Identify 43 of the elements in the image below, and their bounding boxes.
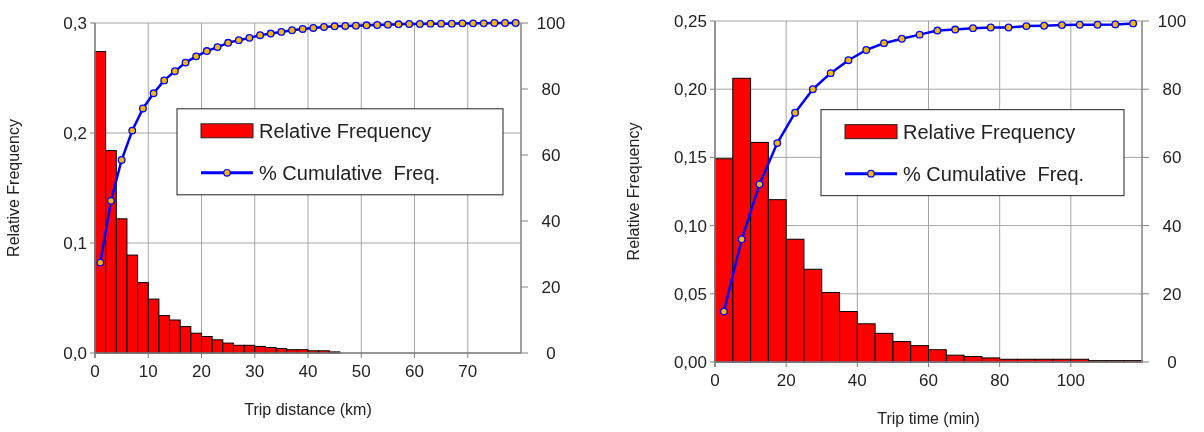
y2-tick-label: 100 [536, 13, 566, 33]
x-tick-label: 20 [192, 362, 211, 381]
x-tick-label: 80 [990, 371, 1010, 390]
y-tick-label: 0,20 [673, 80, 707, 100]
x-tick-label: 20 [776, 371, 796, 390]
y2-tick-label: 80 [1162, 80, 1182, 100]
y2-tick-label: 60 [1162, 148, 1182, 168]
legend-label: % Cumulative Freq. [903, 162, 1085, 185]
x-tick-label: 30 [245, 362, 265, 381]
y-tick-label: 0,10 [673, 216, 707, 236]
y-tick-label: 0,0 [63, 343, 87, 363]
x-axis-title: Trip time (min) [877, 410, 980, 427]
y-tick-label: 0,3 [63, 13, 87, 33]
x-tick-label: 70 [458, 362, 478, 381]
y2-tick-label: 60 [541, 145, 561, 165]
y-axis-title: Relative Frequency [625, 122, 642, 261]
legend-label: Relative Frequency [903, 120, 1076, 143]
x-tick-label: 50 [351, 362, 371, 381]
y-axis-title: Relative Frequency [5, 119, 22, 257]
y-tick-label: 0,15 [673, 148, 707, 168]
y-tick-label: 0,05 [673, 284, 707, 304]
y2-tick-label: 40 [1162, 216, 1182, 236]
y2-tick-label: 0 [546, 343, 556, 363]
x-tick-label: 0 [710, 371, 720, 390]
x-axis-title: Trip distance (km) [244, 401, 372, 418]
y-tick-label: 0,25 [673, 11, 707, 31]
y-tick-label: 0,00 [673, 352, 707, 372]
x-tick-label: 100 [1056, 371, 1086, 390]
y2-tick-label: 80 [541, 79, 561, 99]
y2-tick-label: 40 [541, 211, 561, 231]
x-tick-label: 60 [919, 371, 938, 390]
y2-tick-label: 100 [1157, 11, 1187, 31]
y-tick-label: 0,1 [63, 233, 87, 253]
x-tick-label: 60 [405, 362, 424, 381]
x-tick-label: 10 [138, 362, 158, 381]
legend-label: Relative Frequency [259, 119, 432, 142]
y2-tick-label: 20 [1162, 284, 1182, 304]
x-tick-label: 40 [298, 362, 318, 381]
y2-tick-label: 20 [541, 277, 561, 297]
legend-label: % Cumulative Freq. [259, 161, 441, 184]
x-tick-label: 40 [847, 371, 867, 390]
x-tick-label: 0 [90, 362, 100, 381]
y-tick-label: 0,2 [63, 123, 87, 143]
